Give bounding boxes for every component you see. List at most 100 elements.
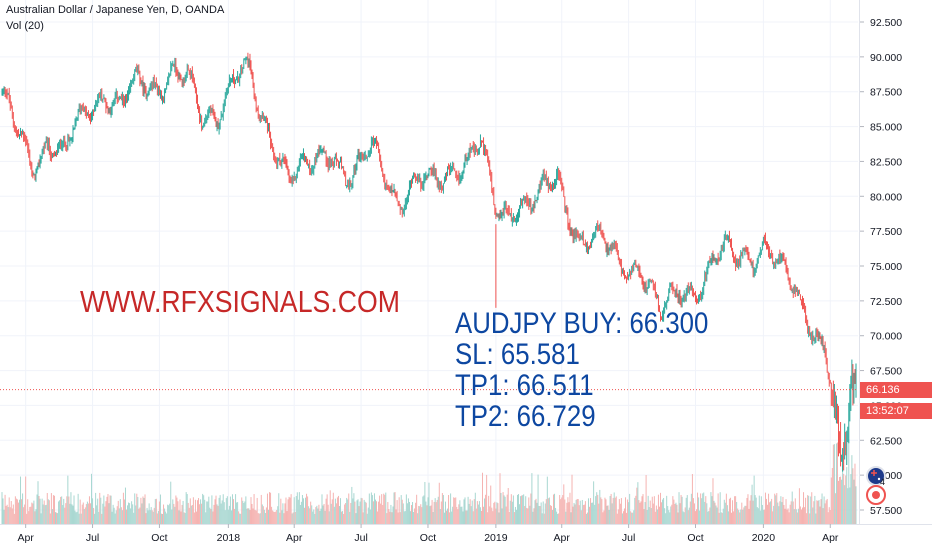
volume-bar: [16, 499, 18, 524]
volume-bar: [285, 497, 287, 524]
volume-bar: [679, 503, 681, 524]
volume-bar: [628, 502, 630, 524]
volume-bar: [7, 507, 9, 524]
volume-bar: [700, 493, 702, 524]
volume-bar: [792, 501, 794, 524]
volume-bar: [321, 494, 323, 524]
volume-bar: [384, 494, 386, 524]
volume-bar: [442, 495, 444, 524]
volume-bar: [564, 499, 566, 524]
volume-bar: [634, 497, 636, 524]
volume-bar: [388, 508, 390, 524]
volume-bar: [337, 495, 339, 524]
volume-bar: [167, 504, 169, 524]
volume-bar: [591, 502, 593, 524]
volume-bar: [307, 496, 309, 524]
price-axis[interactable]: 57.50060.00062.50065.00067.50070.00072.5…: [860, 17, 902, 517]
volume-bar: [772, 511, 774, 524]
volume-bar: [431, 499, 433, 524]
volume-bar: [600, 497, 602, 524]
volume-bar: [595, 496, 597, 524]
volume-bar: [253, 494, 255, 524]
volume-bar: [803, 492, 805, 524]
volume-bar: [179, 499, 181, 524]
volume-bar: [237, 502, 239, 524]
volume-bar: [828, 507, 830, 524]
volume-bar: [821, 493, 823, 524]
volume-bar: [333, 506, 335, 524]
volume-bar: [744, 505, 746, 524]
volume-bar: [250, 497, 252, 524]
volume-bar: [474, 492, 476, 524]
volume-bar: [144, 494, 146, 524]
volume-bar: [523, 494, 525, 524]
volume-bar: [662, 499, 664, 524]
volume-bar: [774, 493, 776, 524]
volume-bar: [699, 510, 701, 524]
volume-bar: [820, 499, 822, 524]
volume-bar: [685, 497, 687, 524]
volume-bar: [37, 481, 39, 524]
volume-bar: [176, 497, 178, 524]
volume-bar: [42, 504, 44, 524]
volume-bar: [440, 501, 442, 524]
volume-bar: [693, 503, 695, 524]
volume-bar: [741, 502, 743, 524]
volume-bar: [556, 511, 558, 524]
volume-bar: [671, 504, 673, 524]
volume-bar: [620, 498, 622, 524]
volume-bar: [248, 508, 250, 524]
volume-bar: [75, 512, 77, 524]
volume-bar: [586, 512, 588, 524]
volume-bar: [174, 506, 176, 524]
time-axis[interactable]: Apr Jul Oct 2018 Apr Jul Oct 2019 Apr Jul Oct 2020 A…: [17, 524, 839, 544]
volume-bar: [109, 495, 111, 524]
volume-bar: [746, 497, 748, 524]
volume-bar: [342, 511, 344, 524]
volume-bar: [713, 500, 715, 524]
volume-bar: [660, 492, 662, 524]
volume-bar: [499, 473, 501, 524]
volume-bar: [498, 512, 500, 524]
volume-bar: [193, 512, 195, 524]
signal-annotation: AUDJPY BUY: 66.300 SL: 65.581 TP1: 66.51…: [455, 308, 708, 432]
volume-bar: [122, 492, 124, 524]
volume-bar: [690, 493, 692, 524]
volume-bar: [351, 486, 353, 524]
volume-bar: [689, 501, 691, 524]
volume-bar: [112, 504, 114, 524]
volume-bar: [742, 509, 744, 524]
volume-bar: [254, 509, 256, 524]
price-tick-label: 57.500: [870, 505, 902, 517]
volume-bar: [587, 498, 589, 524]
volume-bar: [797, 508, 799, 524]
events-icon[interactable]: [866, 485, 886, 505]
volume-bar: [804, 507, 806, 524]
volume-bar: [834, 493, 836, 524]
volume-bar: [258, 513, 260, 524]
volume-bar: [814, 495, 816, 524]
volume-bar: [378, 501, 380, 524]
price-tick-label: 70.000: [870, 331, 902, 343]
volume-bar: [590, 498, 592, 524]
volume-bar: [308, 506, 310, 524]
flag-icon[interactable]: [866, 466, 886, 486]
volume-bar: [155, 498, 157, 524]
volume-bar: [543, 513, 545, 524]
volume-bar: [262, 506, 264, 524]
volume-bar: [701, 498, 703, 524]
volume-bar: [40, 513, 42, 524]
time-tick-label: Oct: [420, 532, 436, 544]
volume-bar: [304, 507, 306, 524]
volume-bar: [426, 505, 428, 524]
volume-bar: [706, 503, 708, 524]
volume-bar: [373, 493, 375, 524]
volume-bar: [60, 496, 62, 524]
time-tick-label: Apr: [286, 532, 303, 544]
volume-bar: [638, 500, 640, 524]
volume-bar: [476, 501, 478, 524]
volume-bar: [164, 508, 166, 524]
volume-bar: [424, 481, 426, 524]
volume-bar: [711, 496, 713, 524]
